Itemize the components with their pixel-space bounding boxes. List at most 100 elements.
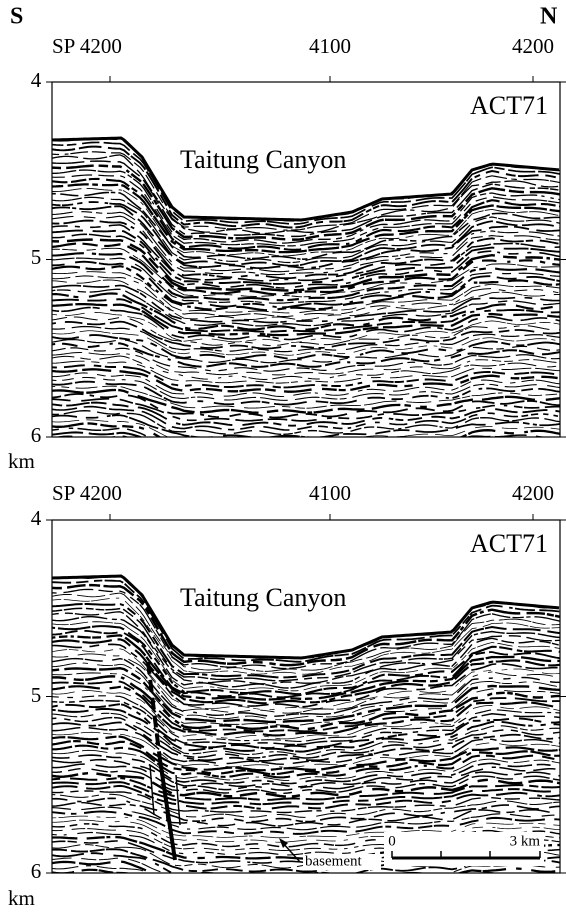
reflector: [52, 754, 560, 785]
reflector: [52, 662, 560, 721]
seismic-section: [51, 574, 560, 913]
reflector: [52, 201, 560, 267]
reflector: [52, 257, 560, 304]
reflector: [52, 865, 560, 873]
reflector: [52, 903, 560, 913]
reflector: [52, 154, 560, 235]
reflector: [52, 777, 560, 801]
reflector: [52, 810, 560, 835]
reflector: [52, 330, 560, 356]
depth-label: 6: [31, 423, 42, 447]
depth-label: 5: [31, 683, 42, 707]
reflector: [52, 797, 560, 823]
reflector: [52, 666, 560, 724]
reflector: [52, 703, 560, 750]
reflector: [52, 458, 560, 480]
reflector: [52, 401, 560, 427]
reflector: [52, 427, 560, 438]
reflector: [52, 579, 560, 663]
reflector: [52, 653, 560, 714]
reflector: [52, 174, 560, 247]
reflector: [52, 252, 560, 302]
basement-label: basement: [305, 853, 362, 869]
unit-label: km: [8, 886, 35, 910]
reflector: [52, 342, 560, 368]
frame: [51, 519, 561, 874]
reflector: [52, 205, 560, 270]
reflector: [52, 784, 560, 810]
reflector: [52, 790, 560, 814]
reflector: [52, 347, 560, 372]
reflector: [52, 445, 560, 467]
line-name: ACT71: [470, 91, 548, 120]
depth-label: 4: [31, 68, 42, 92]
reflector: [52, 875, 560, 896]
scale-end: 3 km: [510, 833, 541, 849]
scale-start: 0: [388, 833, 396, 849]
fault: [158, 759, 177, 861]
shot-point-label: 4100: [309, 481, 351, 505]
reflector: [52, 470, 560, 492]
shot-point-label: 4200: [512, 34, 554, 58]
reflectors: [52, 138, 560, 492]
reflector: [52, 726, 560, 765]
reflector: [52, 410, 560, 435]
reflector: [52, 767, 560, 795]
reflector: [52, 160, 560, 238]
reflector: [52, 882, 560, 906]
reflector: [52, 320, 560, 350]
reflector: [52, 831, 560, 856]
reflectors: [52, 576, 560, 913]
reflector: [52, 690, 560, 740]
unit-label: km: [8, 449, 35, 473]
reflector: [52, 372, 560, 398]
reflector: [52, 275, 560, 317]
reflector: [52, 229, 560, 285]
reflector: [52, 334, 560, 360]
reflector: [52, 611, 560, 685]
reflector: [52, 908, 560, 913]
reflector: [52, 397, 560, 422]
reflector: [52, 707, 560, 753]
reflector: [52, 196, 560, 264]
reflector: [52, 405, 560, 431]
reflector: [52, 393, 560, 419]
reflector: [52, 643, 560, 708]
fault-tick: [175, 774, 181, 826]
reflector: [52, 583, 560, 667]
reflector: [52, 657, 560, 718]
reflector: [52, 680, 560, 733]
reflector: [52, 685, 560, 737]
reflector: [52, 801, 560, 827]
reflector: [52, 292, 560, 331]
reflector: [52, 449, 560, 473]
fault: [146, 661, 162, 761]
reflector: [52, 169, 560, 244]
fault-tick: [162, 769, 168, 821]
reflector: [52, 224, 560, 282]
reflector: [52, 634, 560, 701]
label-bg: [303, 854, 381, 870]
shot-point-label: 4200: [512, 481, 554, 505]
arrowhead: [279, 838, 288, 848]
reflector: [52, 191, 560, 260]
reflector: [52, 607, 560, 682]
reflector: [52, 145, 560, 229]
reflector: [52, 302, 560, 337]
reflector: [52, 675, 560, 731]
reflector: [52, 695, 560, 742]
reflector: [52, 187, 560, 257]
reflector: [52, 860, 560, 873]
reflector: [52, 414, 560, 438]
reflector: [52, 638, 560, 705]
reflector: [52, 435, 560, 438]
reflector: [52, 887, 560, 910]
reflector: [52, 419, 560, 438]
reflector: [52, 793, 560, 818]
fault-tick: [149, 764, 155, 816]
reflector: [52, 648, 560, 711]
reflector: [52, 891, 560, 913]
reflector: [52, 338, 560, 364]
